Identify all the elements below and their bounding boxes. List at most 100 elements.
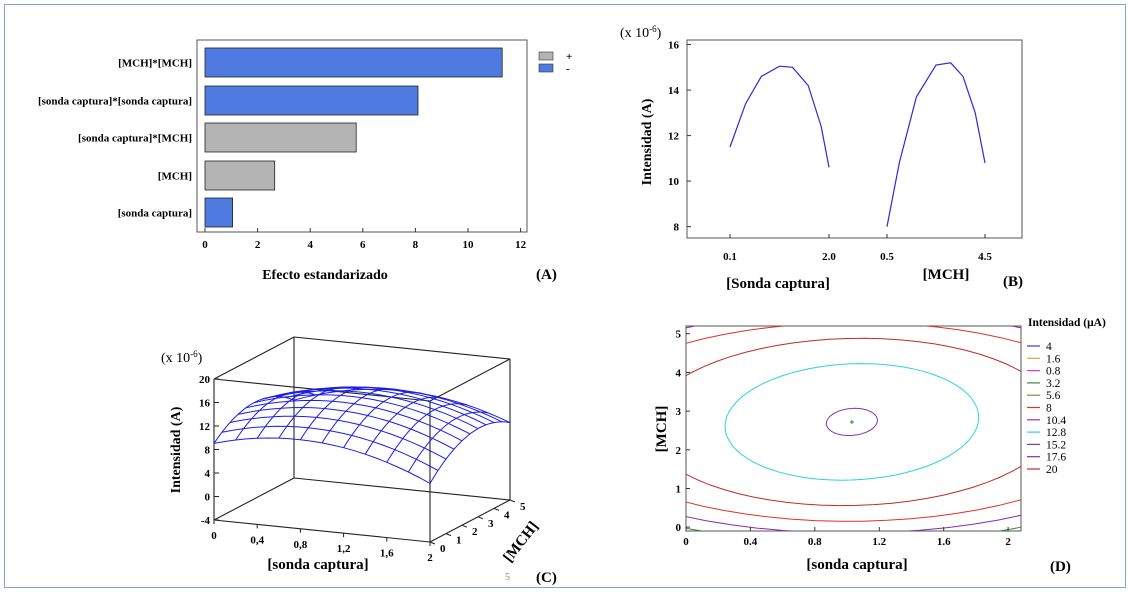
x-tick-label-2: 0,8 — [294, 539, 308, 551]
mesh-line-v-1 — [221, 425, 439, 471]
panel-c-stray-label: 5 — [505, 572, 510, 583]
x-tick-label-0-1: 2.0 — [822, 251, 836, 263]
panel-a-tag: (A) — [536, 267, 557, 283]
panel-d-plot-border — [685, 325, 1022, 532]
y-tick-mark-3 — [477, 516, 484, 520]
mesh-line-v-3 — [237, 406, 455, 450]
z-tick-label-12: 12 — [199, 421, 211, 433]
legend-label-0: 4 — [1046, 341, 1052, 353]
legend-label-1: 1.6 — [1046, 353, 1061, 365]
x-tick-label-5: 2 — [427, 552, 433, 564]
bar-2 — [204, 122, 357, 153]
y-tick-label-8: 8 — [674, 222, 680, 234]
category-label-3: [MCH] — [158, 171, 192, 183]
panel-d-contours — [474, 291, 1131, 552]
panel-a-legend: +- — [538, 51, 572, 75]
bar-1 — [204, 85, 419, 116]
x-tick-label-4: 1,6 — [380, 548, 394, 560]
y-tick-label-4: 4 — [504, 509, 510, 521]
factor-curve-0 — [729, 65, 830, 168]
category-label-1: [sonda captura]*[sonda captura] — [38, 96, 192, 108]
category-label-0: [MCH]*[MCH] — [118, 58, 192, 70]
y-tick-label-5: 5 — [676, 329, 682, 341]
panel-a-category-labels: [MCH]*[MCH] [sonda captura]*[sonda captur… — [38, 58, 192, 220]
y-tick-label-0: 0 — [676, 522, 682, 534]
box-edge-0 — [213, 519, 431, 543]
y-tick-label-2: 2 — [472, 526, 478, 538]
mesh-line-u-7 — [364, 396, 446, 455]
bar-0 — [204, 47, 503, 78]
panel-d-y-label: [MCH] — [654, 406, 670, 453]
panel-b-tag: (B) — [1003, 274, 1023, 290]
panel-d-ticks: 0 0.4 0.8 1.2 1.6 2 0 1 2 3 4 5 — [676, 329, 1012, 548]
x-tick-label-1: 0,4 — [250, 534, 264, 546]
y-tick-label-0: 0 — [440, 543, 446, 555]
legend-label-3: 3.2 — [1046, 378, 1061, 390]
y-tick-label-14: 14 — [668, 85, 680, 97]
y-tick-label-1: 1 — [676, 484, 682, 496]
panel-b-y-label: Intensidad (A) — [640, 98, 655, 185]
x-tick-label-3: 1,2 — [337, 543, 351, 555]
y-tick-mark-1 — [445, 533, 452, 537]
panel-d-x-label: [sonda captura] — [806, 557, 907, 573]
panel-d-tag: (D) — [1050, 559, 1071, 575]
y-tick-mark-4 — [493, 507, 500, 511]
y-tick-label-10: 10 — [668, 176, 680, 188]
bar-4 — [204, 197, 234, 228]
panel-a-bars — [204, 47, 503, 228]
legend-swatch-0 — [538, 51, 554, 61]
mesh-line-u-8 — [386, 403, 467, 463]
contour-5-6 — [474, 291, 1131, 552]
panel-b-curves — [729, 62, 986, 227]
mesh-line-u-9 — [407, 411, 489, 473]
x-tick-label-0-0: 0.1 — [723, 251, 737, 263]
mesh-line-u-10 — [429, 421, 511, 484]
contour-17-6 — [686, 326, 1021, 531]
x-tick-label-0: 0 — [211, 530, 217, 542]
y-tick-mark-0 — [429, 541, 436, 545]
x-tick-label-1-1: 4.5 — [978, 251, 992, 263]
legend-label-4: 5.6 — [1046, 390, 1061, 402]
panel-a-bar-chart: [MCH]*[MCH] [sonda captura]*[sonda captur… — [38, 39, 572, 283]
legend-label-9: 17.6 — [1046, 452, 1066, 464]
contour-3-2 — [686, 526, 1021, 531]
y-tick-label-5: 5 — [520, 501, 526, 513]
x-tick-label-0: 0 — [202, 239, 208, 251]
box-edge-11 — [213, 477, 295, 521]
x-tick-label-1.6: 1.6 — [937, 536, 951, 548]
legend-label-2: 0.8 — [1046, 366, 1061, 378]
legend-label-1: - — [566, 63, 570, 75]
x-tick-label-10: 10 — [463, 239, 475, 251]
panel-b-factor2-label: [MCH] — [923, 267, 970, 283]
x-tick-label-1-0: 0.5 — [880, 251, 894, 263]
bar-3 — [204, 160, 276, 191]
y-tick-label-2: 2 — [676, 445, 682, 457]
y-tick-label-4: 4 — [676, 367, 682, 379]
mesh-line-u-0 — [213, 396, 295, 444]
panel-c-mesh — [213, 386, 511, 484]
box-edge-10 — [293, 477, 511, 501]
legend-label-10: 20 — [1046, 464, 1058, 476]
x-tick-label-2: 2 — [1005, 536, 1011, 548]
y-tick-label-1: 1 — [456, 535, 462, 547]
panel-c-z-label: Intensidad (A) — [169, 406, 184, 493]
x-tick-label-0.4: 0.4 — [744, 536, 758, 548]
y-tick-label-3: 3 — [488, 518, 494, 530]
contour-12-8 — [724, 363, 980, 481]
z-tick-label-20: 20 — [199, 374, 211, 386]
contour-8 — [686, 326, 1021, 522]
legend-label-6: 10.4 — [1046, 415, 1066, 427]
legend-label-0: + — [566, 51, 572, 63]
panel-c-tag: (C) — [536, 570, 557, 586]
mesh-line-v-9 — [285, 386, 503, 423]
mesh-line-u-1 — [235, 391, 316, 441]
category-label-2: [sonda captura]*[MCH] — [78, 133, 192, 145]
legend-label-8: 15.2 — [1046, 439, 1066, 451]
legend-swatch-1 — [538, 63, 554, 73]
panel-d-legend-title: Intensidad (μA) — [1028, 317, 1106, 329]
panel-b-plot-border — [686, 39, 1023, 239]
figure-frame — [4, 4, 1126, 588]
panel-b-multiplier: (x 10-6) — [620, 24, 662, 41]
